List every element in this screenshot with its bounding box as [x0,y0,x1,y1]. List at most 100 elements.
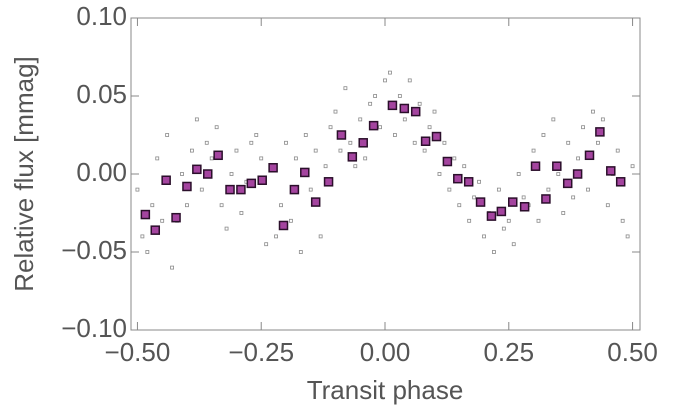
raw-point [576,156,581,161]
raw-point [145,250,150,254]
binned-point [368,120,379,131]
binned-point [289,184,300,195]
raw-point [620,218,625,223]
binned-point [584,150,595,161]
binned-point [268,163,278,173]
raw-point [264,242,269,247]
raw-point [204,140,209,145]
raw-point [259,156,264,161]
raw-point [234,148,239,153]
raw-point [170,265,174,270]
raw-point [313,148,318,153]
binned-point [246,178,257,189]
raw-point [556,172,561,176]
binned-point [541,194,551,204]
raw-point [422,148,427,153]
raw-point [457,203,462,208]
raw-point [462,164,467,169]
y-tick-label: −0.10 [61,313,127,343]
raw-point [402,117,407,122]
binned-point [606,166,616,176]
raw-point [536,218,541,223]
binned-point [431,131,442,142]
x-tick-label: 0.50 [607,337,658,367]
x-tick-label: 0.25 [483,337,534,367]
raw-point [397,94,402,98]
binned-point [399,103,410,114]
raw-point [437,172,442,176]
binned-point [453,173,463,184]
raw-point [229,172,234,176]
binned-point [257,175,267,185]
raw-point [318,234,323,239]
raw-point [521,195,526,200]
binned-point [572,169,583,179]
y-tick-label: 0.10 [76,1,127,31]
binned-point [530,161,541,171]
raw-point [343,86,348,91]
raw-point [219,203,224,208]
raw-point [308,187,313,192]
raw-point [293,156,298,161]
raw-point [452,156,457,161]
raw-point [393,133,397,137]
y-tick-label: 0.00 [76,157,127,187]
x-tick-label: 0.00 [360,337,411,367]
y-tick-label: −0.05 [61,235,127,265]
raw-point [298,250,303,254]
raw-point [338,148,343,153]
raw-point [378,125,382,130]
raw-point [516,172,521,176]
binned-point [347,152,358,162]
raw-point [625,234,630,239]
raw-point [180,172,184,176]
raw-point [239,211,244,215]
raw-point [571,195,576,200]
binned-point [300,167,310,178]
raw-point [140,234,145,239]
raw-point [591,109,595,114]
raw-point [135,187,140,192]
raw-point [279,203,283,208]
raw-point [551,117,556,122]
binned-point [161,175,171,185]
binned-point [225,184,235,195]
y-tick-label: 0.05 [76,79,127,109]
binned-point [278,220,289,231]
binned-point [387,100,398,111]
binned-point [595,127,605,137]
raw-point [432,109,437,114]
binned-point [171,212,181,223]
raw-point [511,242,516,247]
raw-point [496,187,501,192]
raw-point [363,156,368,161]
raw-point [581,125,585,130]
raw-point [482,234,486,239]
raw-point [506,218,511,223]
raw-point [209,156,214,161]
binned-point [192,164,202,175]
raw-point [477,179,481,184]
binned-point [150,225,161,235]
raw-point [546,187,551,192]
raw-point [561,211,566,215]
raw-point [442,140,447,145]
binned-point [486,211,497,221]
raw-point [630,164,635,169]
binned-point [213,150,223,161]
raw-point [190,148,194,153]
raw-point [447,187,452,192]
x-tick-label: −0.50 [105,337,171,367]
binned-point [140,209,151,220]
raw-point [165,133,170,137]
binned-point [463,177,474,187]
raw-point [388,70,392,75]
raw-point [472,195,477,200]
binned-point [552,161,562,171]
binned-point [508,197,518,207]
raw-point [358,117,363,122]
raw-point [199,187,204,192]
binned-point [236,184,246,195]
